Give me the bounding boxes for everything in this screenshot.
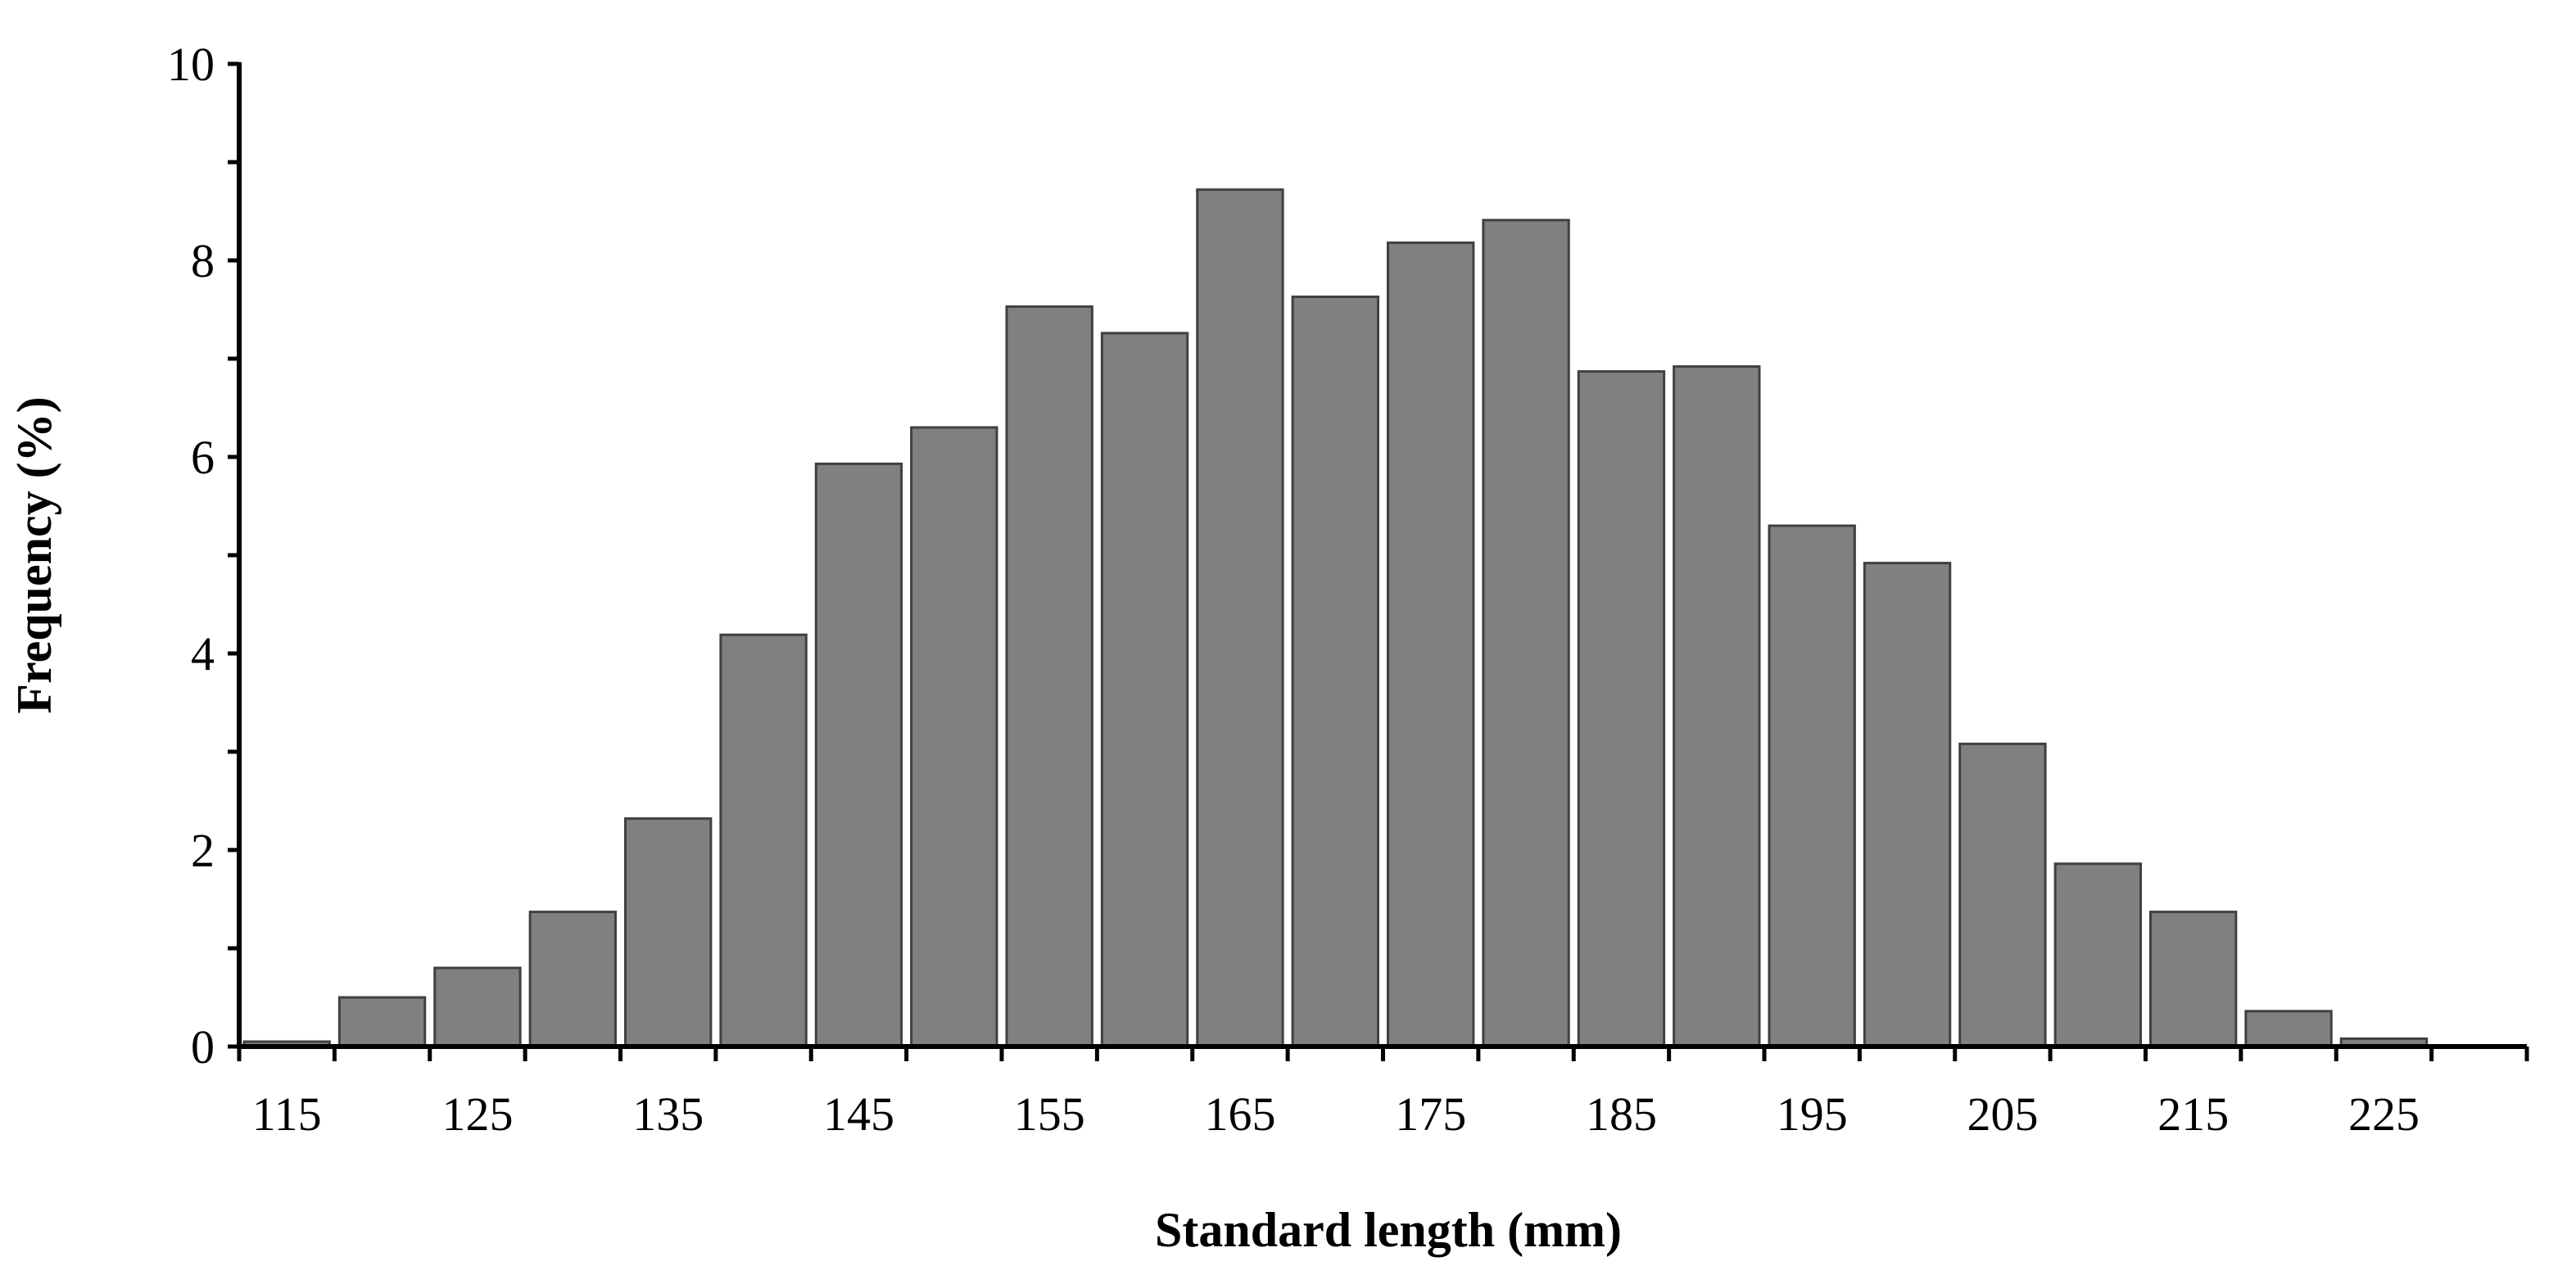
bar-165 — [1196, 188, 1284, 1048]
x-tick-label-215: 215 — [2157, 1087, 2229, 1141]
y-tick-label-0: 0 — [191, 1020, 215, 1074]
labels-layer: 0 2 4 6 8 10 115 125 135 145 155 165 175 185 195 205 215… — [167, 38, 2420, 1141]
bars-layer — [242, 188, 2429, 1048]
bar-220 — [2244, 1010, 2333, 1048]
axes-layer — [228, 61, 2529, 1061]
bar-170 — [1291, 295, 1379, 1048]
x-tick-label-165: 165 — [1204, 1087, 1275, 1141]
bar-195 — [1768, 524, 1856, 1048]
y-tick-label-2: 2 — [191, 824, 215, 877]
x-tick-label-185: 185 — [1586, 1087, 1657, 1141]
bar-145 — [814, 462, 903, 1048]
x-tick-label-225: 225 — [2348, 1087, 2420, 1141]
bar-130 — [528, 911, 617, 1048]
bar-160 — [1100, 332, 1189, 1048]
bar-205 — [1958, 742, 2047, 1048]
x-tick-label-125: 125 — [441, 1087, 513, 1141]
bar-140 — [719, 633, 808, 1048]
y-tick-label-8: 8 — [191, 234, 215, 287]
bar-180 — [1482, 219, 1570, 1048]
x-tick-label-175: 175 — [1395, 1087, 1466, 1141]
bar-175 — [1387, 241, 1475, 1048]
y-tick-label-10: 10 — [167, 38, 215, 91]
x-tick-label-115: 115 — [252, 1087, 322, 1141]
bar-120 — [337, 996, 427, 1048]
bar-135 — [624, 817, 713, 1048]
x-tick-label-145: 145 — [823, 1087, 894, 1141]
bar-155 — [1005, 305, 1093, 1048]
x-tick-label-135: 135 — [632, 1087, 704, 1141]
x-tick-label-205: 205 — [1967, 1087, 2038, 1141]
bar-210 — [2053, 862, 2142, 1048]
bar-215 — [2149, 911, 2238, 1048]
x-tick-label-155: 155 — [1014, 1087, 1085, 1141]
x-axis-title: Standard length (mm) — [1155, 1203, 1622, 1257]
x-tick-label-195: 195 — [1777, 1087, 1848, 1141]
bar-185 — [1577, 370, 1666, 1048]
y-axis-title: Frequency (%) — [7, 396, 61, 713]
y-tick-label-6: 6 — [191, 431, 215, 484]
bar-125 — [433, 966, 522, 1048]
bar-190 — [1673, 365, 1761, 1048]
bar-200 — [1863, 562, 1952, 1048]
y-tick-label-4: 4 — [191, 627, 215, 680]
bar-150 — [910, 426, 998, 1048]
